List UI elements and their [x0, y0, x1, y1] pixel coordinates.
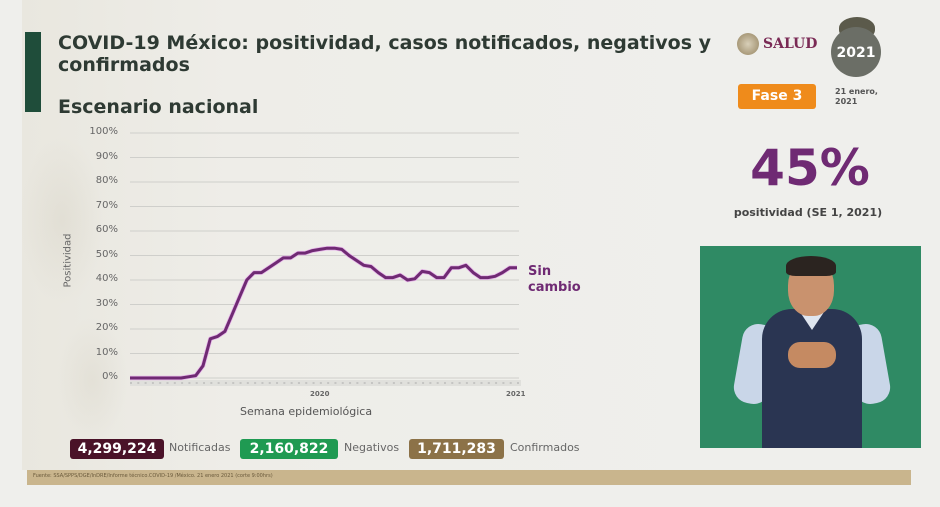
salud-label: SALUD [763, 36, 818, 52]
x-year-label-2020: 2020 [310, 390, 330, 398]
phase-badge: Fase 3 [738, 84, 816, 109]
y-tick-label: 30% [95, 297, 118, 309]
stat-confirmados-value: 1,711,283 [409, 439, 504, 459]
stat-confirmados-label: Confirmados [510, 441, 580, 454]
positivity-kpi-value: 45% [750, 139, 870, 197]
annotation-line2: cambio [528, 280, 581, 295]
source-footer: Fuente: SSA/SPPS/DGE/InDRE/Informe técni… [27, 470, 911, 485]
stat-notificadas-value: 4,299,224 [70, 439, 164, 459]
positivity-series-line [130, 246, 517, 380]
date-line1: 21 enero, [835, 87, 878, 96]
sign-language-interpreter-video [700, 246, 921, 448]
page-title: COVID-19 México: positividad, casos noti… [58, 32, 712, 76]
y-tick-label: 40% [95, 273, 118, 284]
title-accent-bar [25, 32, 41, 112]
source-text: Fuente: SSA/SPPS/DGE/InDRE/Informe técni… [33, 473, 273, 479]
logo-year: 2021 [836, 45, 876, 61]
interpreter-hair [786, 256, 836, 276]
logo-circle [831, 27, 881, 77]
date-line2: 2021 [835, 97, 858, 106]
interpreter-vest [762, 309, 862, 448]
y-tick-label: 80% [95, 175, 118, 186]
chart-subtitle: Escenario nacional [58, 96, 259, 118]
y-tick-label: 20% [95, 322, 118, 333]
positivity-kpi-label: positividad (SE 1, 2021) [733, 206, 883, 219]
y-tick-label: 50% [95, 248, 118, 260]
y-tick-label: 100% [89, 126, 118, 137]
year-2021-logo: 2021 [829, 17, 883, 77]
y-tick-label: 90% [95, 150, 118, 162]
x-axis-label: Semana epidemiológica [240, 405, 373, 418]
y-tick-label: 0% [102, 371, 118, 382]
y-tick-label: 10% [95, 346, 118, 358]
salud-logo: SALUD [737, 33, 817, 55]
stat-negativos-label: Negativos [344, 441, 400, 454]
stat-negativos-value: 2,160,822 [240, 439, 338, 459]
annotation-line1: Sin [528, 264, 552, 279]
interpreter-hands [788, 342, 836, 368]
slide-background [22, 0, 722, 470]
national-seal-icon [737, 33, 759, 55]
chart-annotation: Sin cambio [528, 264, 581, 296]
stat-notificadas-label: Notificadas [169, 441, 231, 454]
y-tick-label: 60% [95, 224, 118, 235]
y-tick-label: 70% [95, 199, 118, 211]
x-year-label-2021: 2021 [506, 390, 526, 398]
report-date: 21 enero, 2021 [835, 87, 878, 107]
